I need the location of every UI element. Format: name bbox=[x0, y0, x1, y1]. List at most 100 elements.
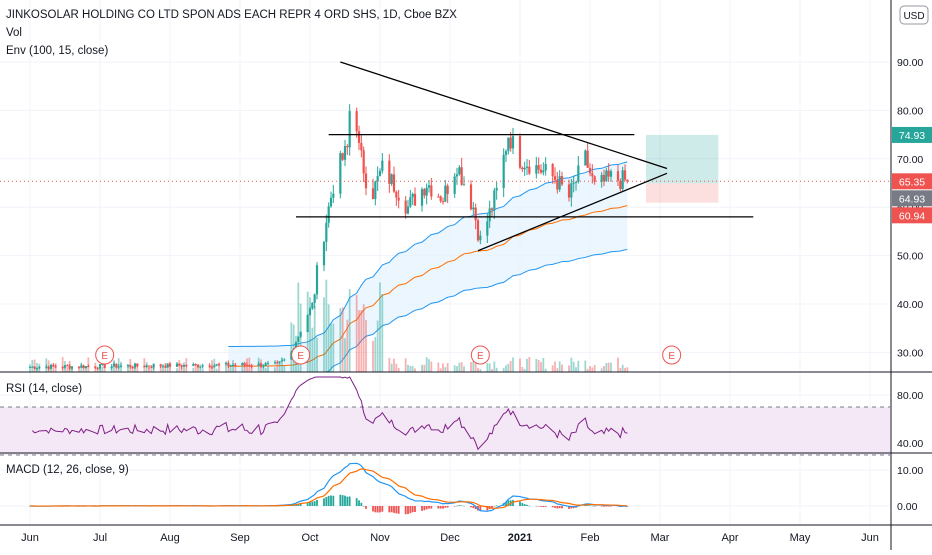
candle-body bbox=[297, 336, 300, 343]
earnings-marker[interactable] bbox=[470, 345, 490, 365]
volume-bar bbox=[575, 367, 577, 372]
candle-body bbox=[311, 302, 314, 309]
candle-body bbox=[504, 151, 508, 155]
macd-histogram-bar bbox=[397, 506, 400, 514]
trend-lines[interactable] bbox=[296, 61, 754, 252]
macd-histogram-bar bbox=[365, 506, 367, 509]
volume-bar bbox=[437, 362, 440, 372]
candle-body bbox=[584, 150, 587, 166]
candle-body bbox=[574, 181, 578, 183]
volume-bar bbox=[502, 367, 505, 372]
volume-bar bbox=[572, 361, 575, 372]
macd-histogram-bar bbox=[453, 506, 456, 507]
volume-bar bbox=[131, 366, 134, 372]
macd-histogram-bar bbox=[544, 506, 547, 507]
candle-body bbox=[572, 182, 575, 184]
candle-body bbox=[507, 137, 510, 152]
volume-bar bbox=[423, 364, 426, 372]
price-axis-tick-label: 40.00 bbox=[897, 299, 923, 311]
price-badge bbox=[892, 207, 932, 224]
envelope-label: Env (100, 15, close) bbox=[6, 45, 108, 57]
macd-histogram-bar bbox=[421, 506, 423, 511]
candle-body bbox=[327, 206, 330, 223]
candle-body bbox=[621, 170, 624, 189]
candle-body bbox=[150, 366, 153, 368]
candle-body bbox=[87, 366, 90, 368]
macd-histogram-bar bbox=[610, 506, 612, 507]
candle-body bbox=[455, 174, 459, 177]
candle-body bbox=[224, 362, 228, 365]
chart-title: JINKOSOLAR HOLDING CO LTD SPON ADS EACH … bbox=[6, 9, 457, 21]
macd-histogram-bar bbox=[360, 502, 363, 506]
currency-button[interactable]: USD bbox=[899, 5, 929, 25]
macd-histogram-bar bbox=[390, 506, 393, 513]
candle-body bbox=[306, 315, 309, 332]
volume-bar bbox=[332, 323, 335, 372]
volume-bar bbox=[617, 357, 619, 372]
candle-body bbox=[355, 111, 358, 132]
candle-body bbox=[343, 146, 347, 160]
macd-histogram-bar bbox=[414, 506, 416, 512]
candle-body bbox=[276, 362, 279, 364]
candle-body bbox=[474, 207, 477, 221]
macd-histogram-bar bbox=[486, 506, 489, 511]
candle-body bbox=[126, 365, 130, 367]
candle-body bbox=[329, 197, 333, 207]
trend-line[interactable] bbox=[477, 172, 668, 252]
macd-histogram-bar bbox=[589, 505, 591, 506]
price-axis-tick-label: 30.00 bbox=[897, 347, 923, 359]
macd-histogram-bar bbox=[605, 506, 608, 507]
volume-bar bbox=[554, 361, 556, 372]
long-position-tool[interactable] bbox=[646, 134, 719, 203]
candle-body bbox=[257, 363, 260, 367]
candle-body bbox=[341, 153, 344, 160]
candle-body bbox=[94, 366, 97, 368]
volume-bar bbox=[407, 364, 409, 372]
macd-histogram-bar bbox=[330, 495, 332, 506]
volume-bar bbox=[341, 307, 344, 372]
candle-body bbox=[70, 366, 74, 369]
volume-bar bbox=[446, 363, 449, 372]
trend-line[interactable] bbox=[340, 61, 668, 170]
candle-body bbox=[180, 365, 183, 367]
volume-bar bbox=[491, 368, 493, 372]
earnings-marker[interactable] bbox=[95, 345, 115, 365]
candle-body bbox=[490, 208, 494, 210]
volume-bar bbox=[365, 320, 367, 372]
candle-body bbox=[136, 363, 139, 367]
position-loss-zone[interactable] bbox=[646, 183, 719, 203]
volume-bar bbox=[493, 361, 496, 372]
candlestick-series bbox=[0, 104, 890, 371]
volume-bar bbox=[610, 362, 612, 372]
candle-body bbox=[388, 160, 391, 184]
macd-histogram-bar bbox=[297, 503, 300, 506]
macd-histogram-bar bbox=[309, 502, 311, 506]
candle-body bbox=[390, 174, 393, 184]
candle-body bbox=[38, 367, 41, 369]
volume-bar bbox=[330, 323, 332, 372]
macd-histogram-bar bbox=[526, 504, 528, 506]
macd-axis-tick-label: 10.00 bbox=[897, 465, 923, 477]
macd-histogram-bar bbox=[29, 506, 31, 507]
candle-body bbox=[413, 193, 417, 206]
macd-signal-line bbox=[29, 468, 628, 509]
candle-body bbox=[217, 364, 221, 366]
macd-histogram-bar bbox=[474, 506, 477, 510]
macd-histogram-bar bbox=[327, 495, 330, 506]
position-profit-zone[interactable] bbox=[646, 134, 719, 184]
candle-body bbox=[392, 174, 396, 192]
candle-body bbox=[147, 365, 151, 367]
candle-body bbox=[619, 180, 622, 189]
candle-body bbox=[397, 197, 400, 201]
volume-bar bbox=[169, 368, 171, 372]
earnings-marker[interactable] bbox=[291, 345, 311, 365]
candle-body bbox=[54, 366, 57, 368]
macd-histogram-bar bbox=[376, 506, 379, 513]
earnings-marker[interactable] bbox=[662, 345, 682, 365]
volume-bar bbox=[556, 368, 559, 372]
price-axis-tick-label: 50.00 bbox=[897, 251, 923, 263]
volume-bar bbox=[430, 361, 433, 372]
